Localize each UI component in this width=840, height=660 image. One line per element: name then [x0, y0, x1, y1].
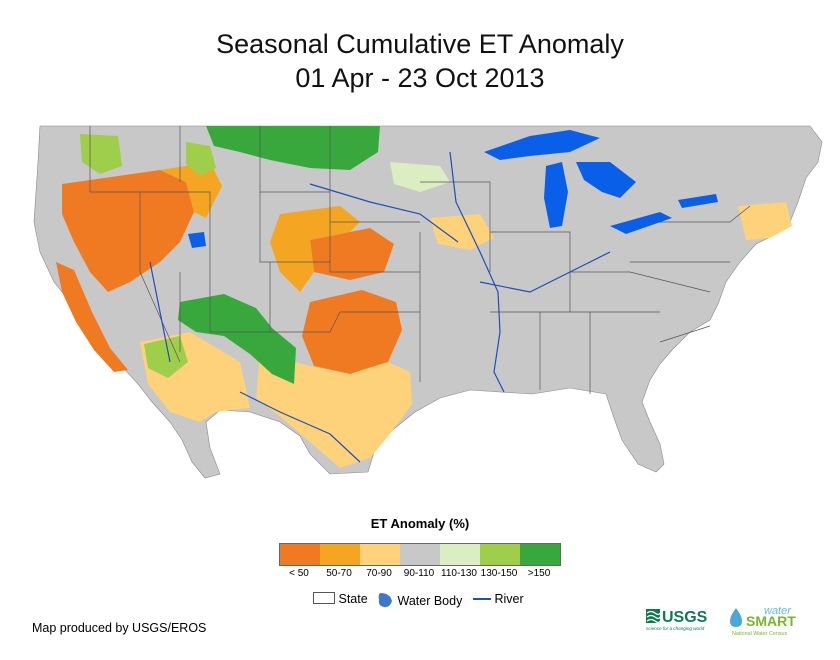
usgs-wordmark: USGS: [662, 609, 708, 626]
key-river: River: [473, 592, 524, 606]
water-bodies: [188, 130, 718, 248]
legend-swatch: [440, 544, 480, 565]
legend-swatch: [280, 544, 320, 565]
legend-swatch: [520, 544, 560, 565]
water-drop-icon: [378, 593, 392, 608]
map-date-range: 01 Apr - 23 Oct 2013: [295, 63, 545, 93]
region-130-150-north-plains: [186, 142, 216, 176]
key-water-body: Water Body: [376, 592, 462, 608]
usgs-logo-graphic: USGS science for a changing world: [646, 609, 708, 631]
legend-swatch: [480, 544, 520, 565]
key-state: State: [313, 592, 368, 606]
legend-label: 130-150: [480, 568, 518, 579]
key-water-body-label: Water Body: [397, 594, 463, 608]
great-salt-lake: [188, 232, 206, 248]
watersmart-logo-graphic: water SMART National Water Census: [730, 605, 796, 637]
state-swatch: [313, 592, 335, 604]
legend-label: 110-130: [441, 568, 477, 579]
water-census-tagline: National Water Census: [732, 631, 788, 637]
region-lt50-great-basin: [62, 170, 194, 292]
smart-wordmark: SMART: [746, 613, 796, 629]
usgs-logo: USGS science for a changing world: [646, 607, 722, 638]
lake-huron: [576, 162, 636, 198]
region-lt50-southern-plains: [302, 290, 402, 374]
usgs-tagline: science for a changing world: [646, 626, 705, 631]
region-110-130-north: [390, 162, 450, 192]
legend-label: 70-90: [366, 568, 392, 579]
legend-swatch: [400, 544, 440, 565]
region-gt150-north-plains: [206, 126, 380, 170]
region-lt50-california: [56, 262, 128, 372]
map-credit: Map produced by USGS/EROS: [32, 621, 207, 635]
lake-ontario: [678, 194, 718, 208]
watersmart-logo: water SMART National Water Census: [728, 604, 814, 643]
lake-michigan: [544, 162, 568, 228]
region-50-70-west: [160, 162, 222, 218]
legend-label: 50-70: [326, 568, 352, 579]
water-drop-icon: [730, 608, 742, 627]
rivers: [149, 151, 611, 463]
legend-swatch: [320, 544, 360, 565]
state-boundaries: [89, 126, 751, 394]
region-gt150-four-corners: [178, 294, 296, 384]
region-50-70-plains: [270, 206, 360, 292]
region-70-90-midwest: [430, 214, 494, 250]
region-lt50-central-plains: [310, 228, 394, 280]
region-130-150-arizona: [144, 336, 188, 378]
key-state-label: State: [338, 592, 368, 606]
legend-title: ET Anomaly (%): [370, 516, 470, 531]
lake-erie: [610, 212, 672, 234]
region-70-90-northeast: [738, 202, 792, 240]
us-et-anomaly-map: [33, 125, 823, 479]
region-70-90-texas: [256, 352, 412, 468]
legend-label: >150: [527, 568, 551, 579]
water-wordmark: water: [764, 605, 792, 617]
lake-superior: [484, 130, 600, 160]
legend-swatch: [360, 544, 400, 565]
legend-color-bar: [279, 543, 561, 566]
key-river-label: River: [494, 592, 524, 606]
river-line-swatch: [473, 598, 491, 600]
region-110-130-pacific-nw: [80, 134, 122, 174]
legend-label: 90-110: [403, 568, 435, 579]
legend-label: < 50: [289, 568, 309, 579]
map-title: Seasonal Cumulative ET Anomaly: [216, 29, 624, 59]
